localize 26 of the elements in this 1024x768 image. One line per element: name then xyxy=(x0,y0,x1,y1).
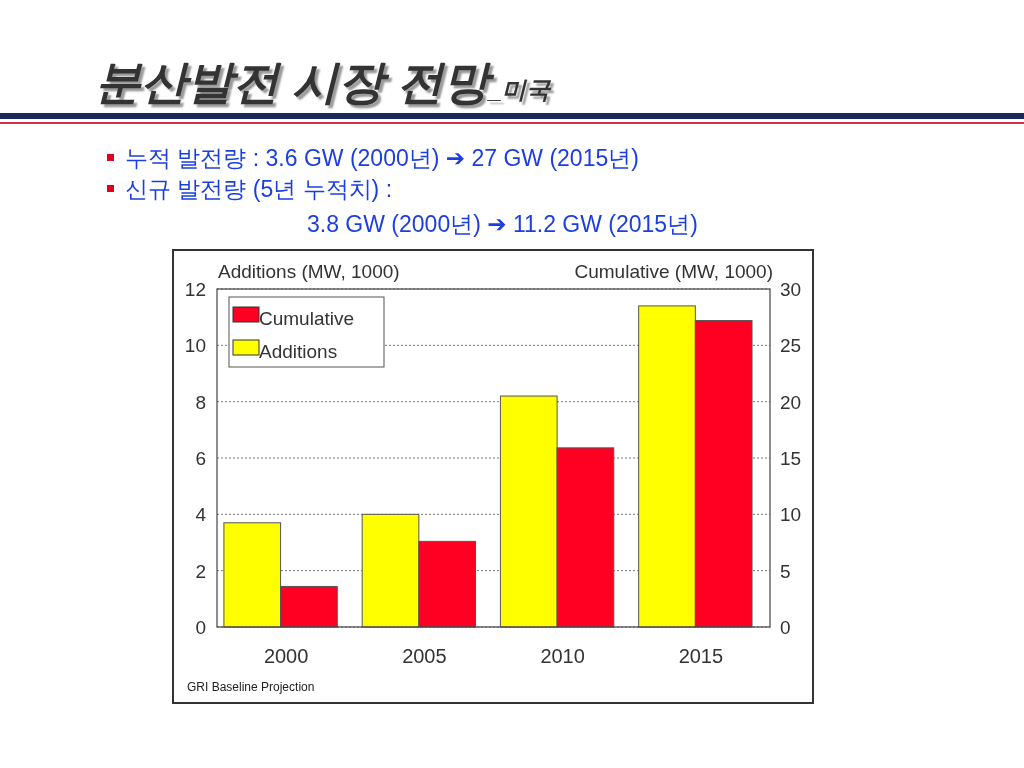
y-axis-title: Additions (MW, 1000) xyxy=(218,261,400,282)
y-tick-label: 2 xyxy=(195,560,206,582)
text: 누적 발전량 : 3.6 GW (2000년) ➔ 27 GW (2015년) xyxy=(125,145,639,171)
y2-tick-label: 10 xyxy=(780,504,802,526)
y-tick-label: 8 xyxy=(195,391,206,413)
x-tick-label: 2000 xyxy=(263,645,309,667)
y2-tick-label: 20 xyxy=(780,391,802,413)
x-tick-label: 2015 xyxy=(678,645,724,667)
x-tick-label: 2005 xyxy=(402,645,447,667)
legend-label: Cumulative xyxy=(259,308,355,329)
y2-tick-label: 30 xyxy=(780,279,802,300)
y-tick-label: 0 xyxy=(195,617,206,638)
legend-label: Additions xyxy=(259,341,338,362)
x-tick-label: 2010 xyxy=(540,645,585,667)
y2-tick-label: 0 xyxy=(780,617,791,638)
y-tick-label: 10 xyxy=(184,335,206,357)
y-tick-label: 12 xyxy=(184,279,206,300)
text: 3.8 GW (2000년) ➔ 11.2 GW (2015년) xyxy=(307,211,698,237)
y-tick-label: 6 xyxy=(195,448,206,469)
text: 신규 발전량 (5년 누적치) : xyxy=(125,176,393,202)
y2-tick-label: 5 xyxy=(780,560,791,582)
y-tick-label: 4 xyxy=(195,504,207,526)
y2-tick-label: 25 xyxy=(780,335,802,357)
y2-axis-title: Cumulative (MW, 1000) xyxy=(574,261,773,282)
y2-tick-label: 15 xyxy=(780,448,802,469)
text: GRI Baseline Projection xyxy=(187,680,315,694)
